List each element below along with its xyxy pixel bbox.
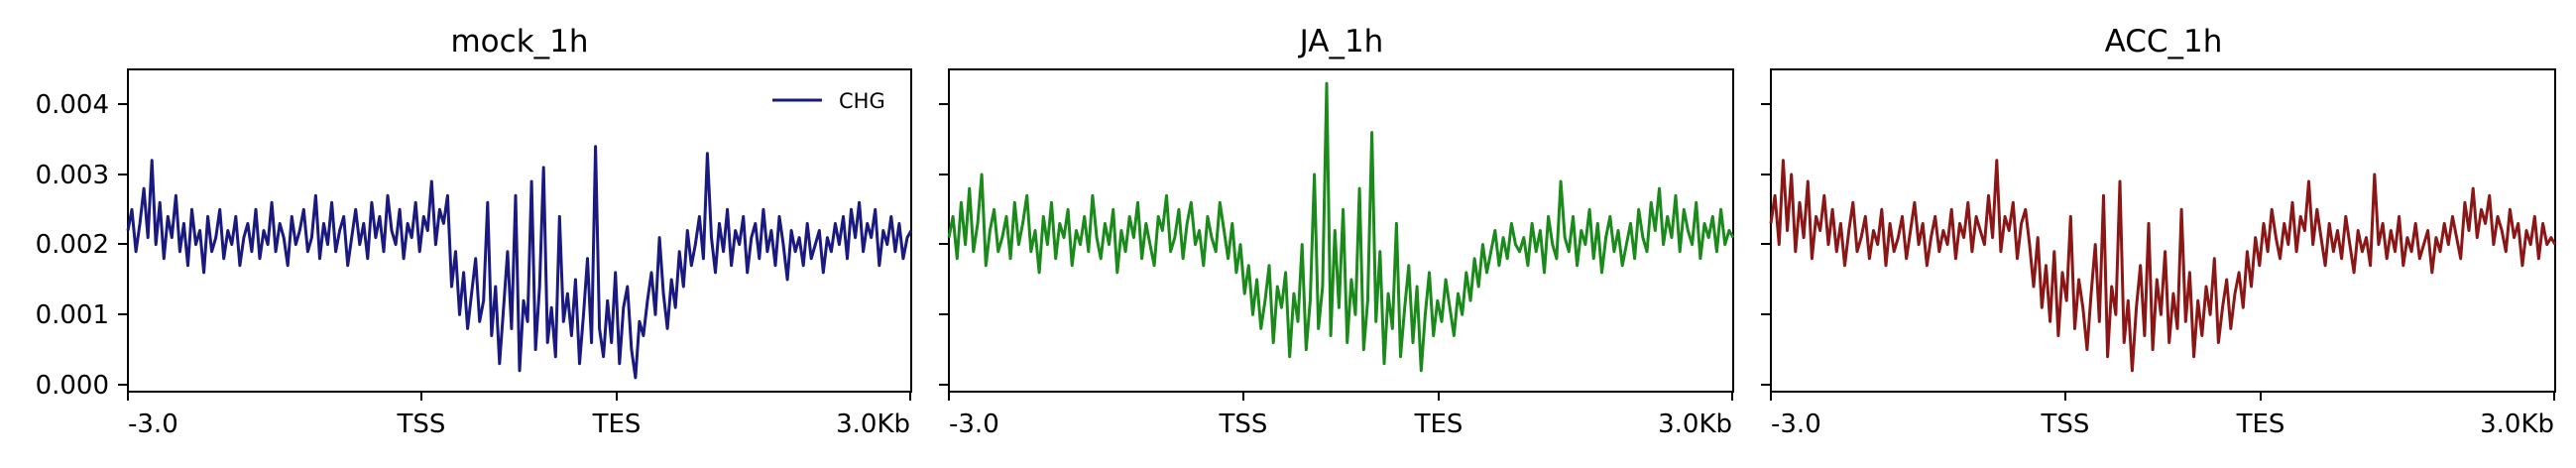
panel-title: JA_1h: [1298, 24, 1384, 59]
x-tick-label: TSS: [1219, 410, 1268, 439]
x-tick-label: TSS: [397, 410, 446, 439]
x-axis: -3.0 TSS TES 3.0Kb: [948, 392, 1733, 439]
y-axis: 0.000 0.001 0.002 0.003 0.004: [36, 90, 128, 401]
x-tick-label: 3.0Kb: [836, 410, 910, 439]
x-tick-label: TSS: [2041, 410, 2090, 439]
plot-frame: [1770, 68, 2556, 393]
y-tick-label: 0.000: [36, 371, 109, 401]
y-tick-label: 0.004: [36, 90, 109, 120]
y-axis: [939, 103, 949, 386]
x-tick-label: -3.0: [128, 410, 178, 439]
panel-title: mock_1h: [450, 24, 588, 59]
x-tick-label: 3.0Kb: [2480, 410, 2554, 439]
x-tick-label: -3.0: [949, 410, 999, 439]
x-tick-label: TES: [1414, 410, 1464, 439]
legend: CHG: [772, 89, 885, 113]
y-tick-label: 0.003: [36, 161, 109, 190]
y-axis: [1761, 103, 1771, 386]
x-axis: -3.0 TSS TES 3.0Kb: [127, 392, 911, 439]
x-tick-label: TES: [2236, 410, 2285, 439]
x-axis: -3.0 TSS TES 3.0Kb: [1770, 392, 2555, 439]
series-line-ja-1h: [947, 81, 1735, 373]
series-line-acc-1h: [1769, 159, 2557, 373]
panel-ja-1h: JA_1h -3.0 TSS TES 3.0Kb: [939, 24, 1735, 439]
y-tick-label: 0.002: [36, 230, 109, 260]
x-tick-label: TES: [592, 410, 642, 439]
panel-mock-1h: mock_1h 0.000 0.001 0.002 0.003 0.004 -3…: [36, 24, 913, 439]
series-line-chg: [126, 145, 913, 380]
panel-title: ACC_1h: [2105, 24, 2223, 59]
x-tick-label: 3.0Kb: [1658, 410, 1732, 439]
legend-label: CHG: [839, 89, 885, 113]
panel-acc-1h: ACC_1h -3.0 TSS TES 3.0Kb: [1761, 24, 2557, 439]
y-tick-label: 0.001: [36, 300, 109, 330]
x-tick-label: -3.0: [1771, 410, 1821, 439]
